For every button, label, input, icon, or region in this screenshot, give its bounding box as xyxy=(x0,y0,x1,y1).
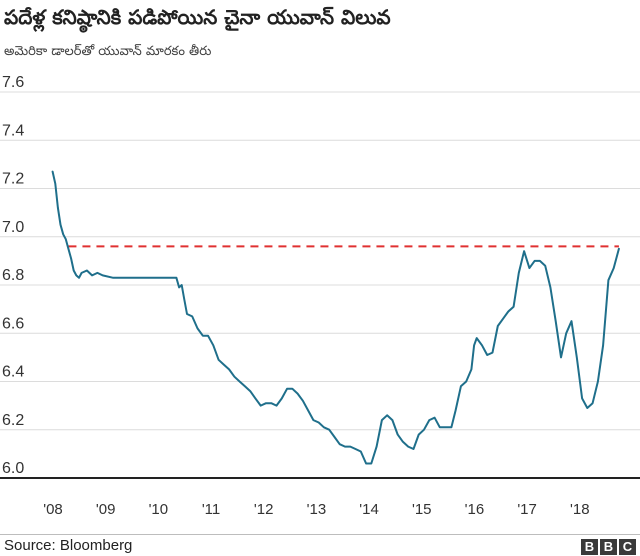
bbc-logo: B B C xyxy=(581,539,636,555)
footer-divider xyxy=(0,534,640,535)
y-tick-label: 6.0 xyxy=(2,460,24,477)
chart-title: పదేళ్ల కనిష్ఠానికి పడిపోయిన చైనా యువాన్ … xyxy=(4,5,391,29)
x-tick-label: '10 xyxy=(149,501,169,518)
y-tick-label: 6.4 xyxy=(2,364,24,381)
logo-letter: B xyxy=(600,539,617,555)
y-tick-label: 6.2 xyxy=(2,412,24,429)
logo-letter: B xyxy=(581,539,598,555)
x-tick-label: '16 xyxy=(465,501,485,518)
x-tick-label: '12 xyxy=(254,501,274,518)
source-note: Source: Bloomberg xyxy=(4,537,133,554)
x-tick-label: '09 xyxy=(96,501,116,518)
series-line-usd-cny xyxy=(51,170,620,465)
x-tick-label: '18 xyxy=(570,501,590,518)
y-tick-label: 7.2 xyxy=(2,171,24,188)
y-tick-label: 7.6 xyxy=(2,74,24,91)
x-tick-label: '14 xyxy=(359,501,379,518)
x-tick-label: '13 xyxy=(307,501,327,518)
y-axis-ticks: 6.0 6.2 6.4 6.6 6.8 7.0 7.2 7.4 7.6 xyxy=(2,74,24,477)
logo-letter: C xyxy=(619,539,636,555)
y-tick-label: 7.0 xyxy=(2,219,24,236)
x-axis-ticks: '08 '09 '10 '11 '12 '13 '14 '15 '16 '17 '18 xyxy=(43,501,589,518)
chart-subtitle: అమెరికా డాలర్‌తో యువాన్ మారకం తీరు xyxy=(4,44,212,59)
x-tick-label: '17 xyxy=(517,501,537,518)
line-chart: 6.0 6.2 6.4 6.6 6.8 7.0 7.2 7.4 7.6 '08 '09 '10 '11… xyxy=(0,74,640,518)
y-tick-label: 6.6 xyxy=(2,315,24,332)
gridlines xyxy=(0,91,640,431)
x-tick-label: '15 xyxy=(412,501,432,518)
y-tick-label: 7.4 xyxy=(2,122,24,139)
x-tick-label: '08 xyxy=(43,501,63,518)
x-tick-label: '11 xyxy=(202,501,220,518)
series-layer xyxy=(51,170,620,465)
y-tick-label: 6.8 xyxy=(2,267,24,284)
